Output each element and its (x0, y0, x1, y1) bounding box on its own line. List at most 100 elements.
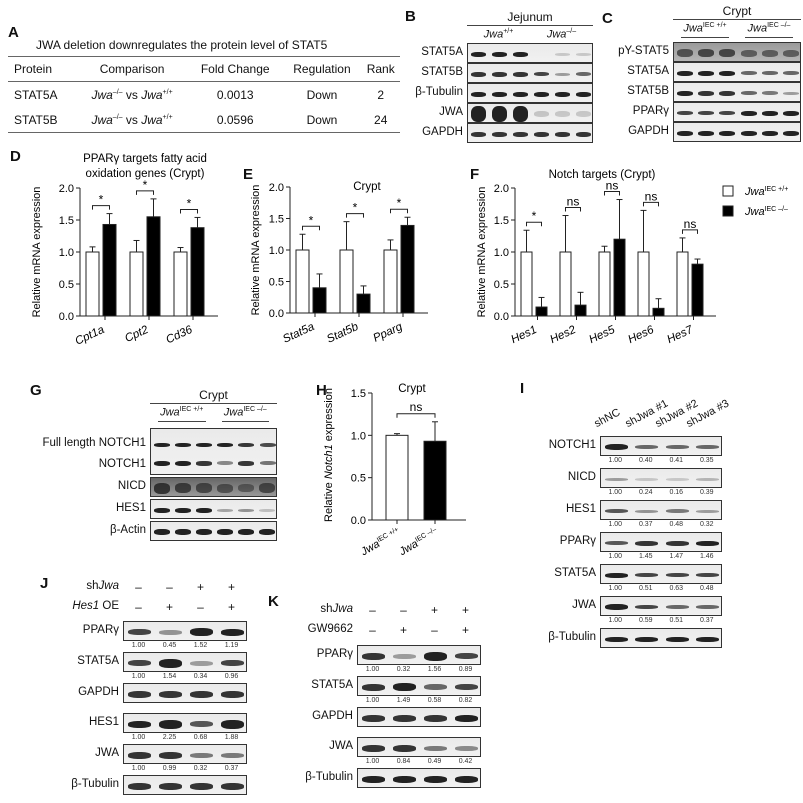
quant-value: 1.00 (608, 553, 623, 560)
blot-row-label: JWA (95, 747, 119, 759)
protein-band (423, 775, 448, 783)
protein-band (238, 443, 255, 447)
condition-label: GW9662 (307, 623, 353, 635)
quant-value: 0.35 (699, 457, 714, 464)
protein-band (153, 443, 170, 447)
densitometry-values: 1.00 0.45 1.52 1.19 (123, 642, 247, 649)
significance-label: * (397, 196, 402, 210)
blot-row-label: STAT5A (627, 65, 669, 77)
protein-band (423, 745, 448, 751)
protein-band (153, 461, 170, 466)
x-tick-label: Hes2 (548, 324, 578, 346)
protein-band (761, 130, 779, 136)
significance-bracket (302, 225, 320, 231)
condition-value: – (369, 623, 376, 637)
protein-band (575, 52, 592, 56)
genotype-label: JwaIEC +/+ (683, 22, 727, 35)
quant-value: 1.47 (669, 553, 684, 560)
protein-band (696, 477, 720, 481)
quant-value: 1.00 (365, 666, 380, 673)
protein-band (454, 714, 479, 722)
condition-value: – (400, 603, 407, 617)
blot-row-label: STAT5A (554, 567, 596, 579)
blot-strip (600, 628, 722, 648)
cell-protein: STAT5B (8, 107, 77, 133)
protein-band (259, 508, 276, 512)
densitometry-values: 1.00 0.37 0.48 0.32 (600, 521, 722, 528)
protein-band (554, 91, 571, 97)
protein-band (740, 71, 757, 75)
blot-row-label: pY-STAT5 (618, 45, 669, 57)
bar-chart-d: PPARγ targets fatty acid oxidation genes … (31, 153, 218, 348)
protein-band (361, 714, 386, 722)
protein-band (195, 507, 212, 513)
blot-strip (357, 737, 481, 757)
condition-value: + (196, 580, 204, 594)
protein-band (676, 111, 693, 115)
protein-band (454, 745, 479, 751)
blot-row-label: STAT5A (311, 679, 353, 691)
condition-label: shJwa (86, 580, 119, 592)
significance-label: ns (684, 217, 697, 231)
protein-band (740, 130, 757, 136)
condition-value: + (461, 603, 469, 617)
y-tick-label: 0.5 (494, 279, 509, 291)
protein-band (635, 540, 659, 546)
blot-row-label: β-Actin (109, 524, 146, 536)
y-tick-label: 2.0 (494, 183, 509, 195)
protein-band (259, 461, 276, 466)
protein-band (392, 653, 417, 659)
quant-value: 1.00 (608, 521, 623, 528)
cell-comparison: Jwa–/– vs Jwa+/+ (91, 88, 173, 102)
significance-label: ns (410, 400, 423, 414)
y-axis-label: Relative mRNA expression (476, 187, 488, 318)
blot-strip (600, 468, 722, 488)
protein-band (195, 443, 212, 447)
quant-value: 1.00 (131, 642, 146, 649)
quant-value: 0.40 (638, 457, 653, 464)
blot-strip (600, 532, 722, 552)
protein-band (604, 509, 628, 513)
protein-band (153, 507, 170, 513)
blot-strip (600, 436, 722, 456)
lane-label: shNC (592, 406, 623, 430)
protein-band (217, 461, 234, 465)
protein-band (696, 605, 720, 609)
divider (745, 37, 793, 38)
blot-row-label: GAPDH (78, 686, 119, 698)
cell-fold-change: 0.0596 (187, 107, 283, 133)
blot-row-label: β-Tubulin (305, 771, 353, 783)
protein-band (158, 658, 183, 668)
blot-row-label: STAT5A (77, 655, 119, 667)
protein-band (195, 483, 212, 493)
y-axis-label: Relative mRNA expression (31, 187, 43, 318)
blot-row-label: NOTCH1 (548, 439, 596, 451)
protein-band (696, 636, 720, 642)
significance-bracket (682, 229, 698, 234)
blot-row-label: Full length NOTCH1 (42, 437, 146, 449)
legend-label: JwaIEC –/– (744, 206, 788, 218)
condition-value: – (431, 623, 438, 637)
x-tick-label: Hes6 (626, 324, 656, 346)
bar-knockout (102, 223, 117, 317)
protein-band (635, 605, 659, 609)
protein-band (158, 629, 183, 635)
protein-band (665, 573, 689, 577)
genotype-label: Jwa–/– (546, 28, 577, 41)
cell-fold-change: 0.0013 (216, 88, 254, 102)
blot-row-label: HES1 (565, 503, 596, 515)
x-tick-label: JwaIEC +/+ (358, 526, 402, 559)
blot-row-label: STAT5B (627, 85, 669, 97)
bar-knockout (190, 227, 205, 317)
quant-value: 0.59 (638, 617, 653, 624)
panel-label-k: K (268, 593, 279, 610)
protein-band (635, 636, 659, 642)
blot-strip (357, 768, 481, 788)
densitometry-values: 1.00 1.45 1.47 1.46 (600, 553, 722, 560)
protein-band (174, 483, 191, 493)
bar-knockout (312, 287, 327, 314)
significance-label: ns (645, 189, 658, 203)
condition-value: – (135, 600, 142, 614)
protein-band (361, 683, 386, 691)
protein-band (554, 52, 571, 56)
